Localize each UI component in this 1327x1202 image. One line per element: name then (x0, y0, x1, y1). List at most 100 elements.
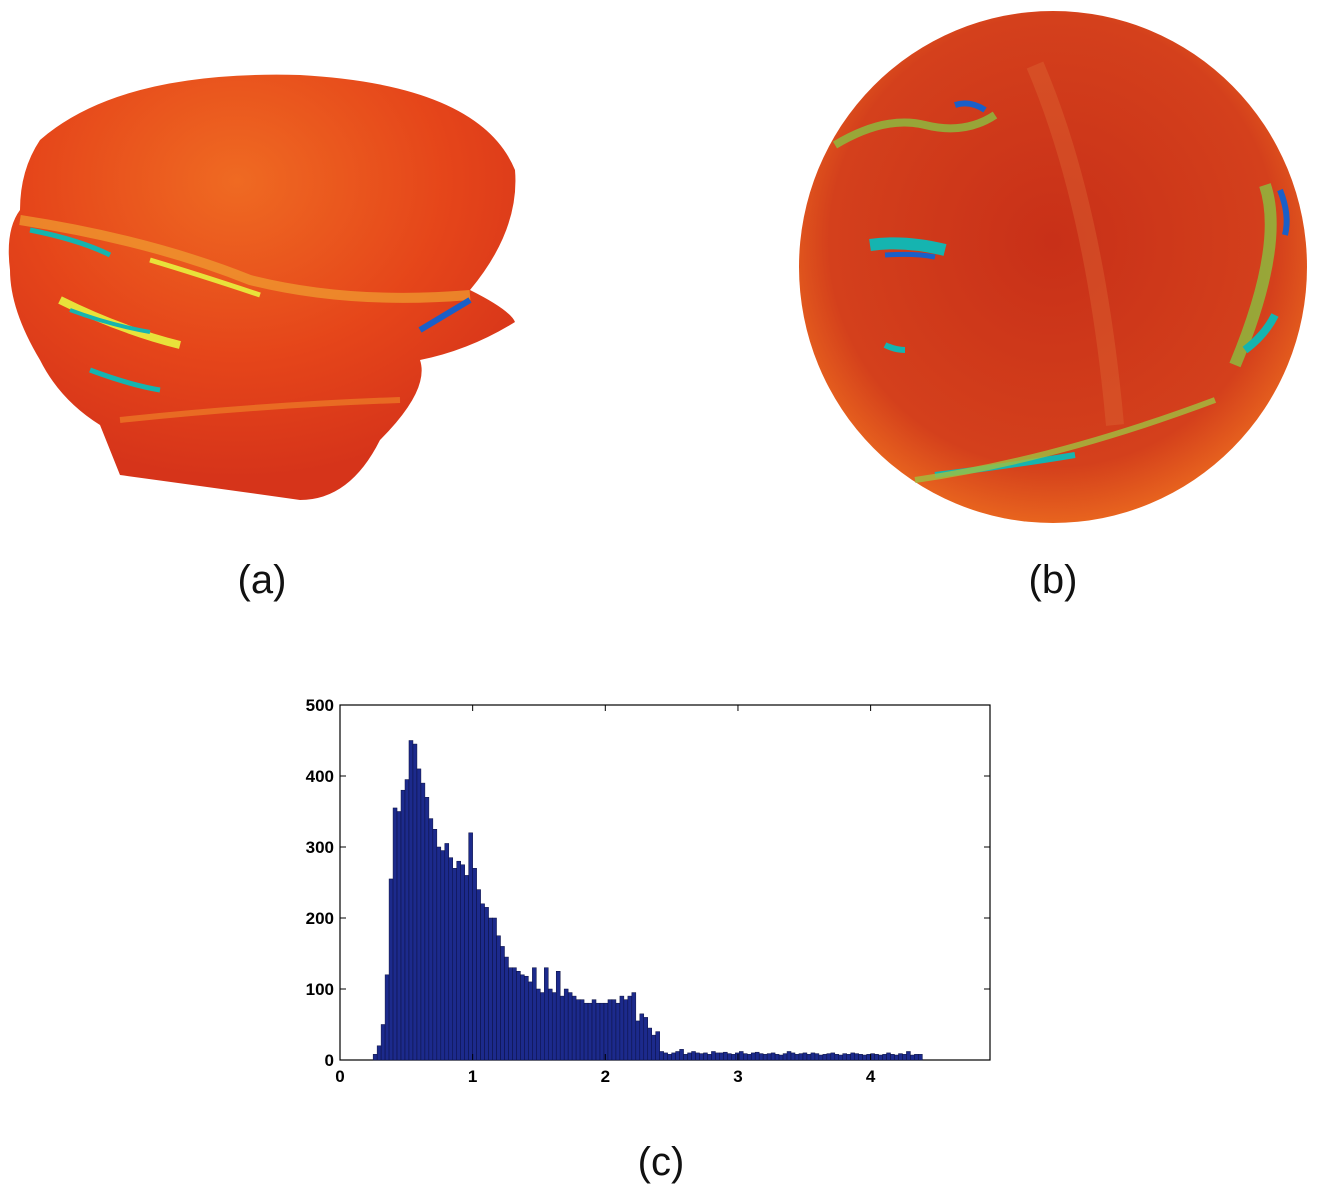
histogram-bar (810, 1052, 816, 1061)
histogram-bar (766, 1053, 772, 1061)
x-tick-label: 4 (866, 1067, 876, 1086)
caption-b: (b) (1028, 558, 1078, 602)
histogram-bar (575, 999, 581, 1061)
histogram-bar (830, 1052, 836, 1061)
histogram-bar (758, 1053, 764, 1061)
histogram-bar (528, 981, 533, 1061)
histogram-bar (778, 1054, 784, 1061)
tick-marks: 0 1 2 3 4 0 100 200 300 400 500 (306, 696, 990, 1086)
histogram-bar (854, 1053, 859, 1061)
histogram-chart: 0 1 2 3 4 0 100 200 300 400 500 (306, 696, 991, 1086)
histogram-bar (436, 846, 442, 1061)
histogram-bar (754, 1051, 760, 1061)
histogram-bar (806, 1054, 812, 1061)
histogram-bar (392, 807, 398, 1061)
histogram-bar (659, 1051, 664, 1061)
histogram-bar (651, 1034, 656, 1061)
histogram-bar (548, 988, 553, 1061)
histogram-bar (472, 868, 477, 1061)
histogram-bar (372, 1054, 378, 1061)
histogram-bar (850, 1052, 855, 1061)
histogram-bar (743, 1053, 748, 1061)
histogram-bar (420, 782, 426, 1061)
surface-render-a (8, 74, 516, 501)
histogram-bar (699, 1053, 704, 1061)
histogram-bar (770, 1052, 776, 1061)
histogram-bar (563, 988, 569, 1061)
histogram-bar (731, 1054, 736, 1061)
y-tick-label: 500 (306, 696, 334, 715)
histogram-bar (906, 1051, 911, 1061)
histogram-bar (412, 743, 418, 1061)
histogram-bar (468, 832, 473, 1061)
histogram-bar (846, 1054, 851, 1061)
histogram-bar (683, 1054, 688, 1061)
histogram-bar (890, 1054, 895, 1061)
histogram-bar (384, 974, 390, 1061)
histogram-bar (746, 1054, 752, 1061)
sphere-surface (799, 11, 1307, 523)
sphere-render-b (799, 11, 1307, 523)
histogram-bar (635, 1020, 641, 1061)
histogram-bar (914, 1054, 919, 1061)
histogram-bar (551, 992, 557, 1061)
histogram-bar (802, 1052, 808, 1061)
histogram-bar (842, 1053, 847, 1061)
histogram-bar (715, 1052, 720, 1061)
histogram-bar (874, 1054, 879, 1061)
histogram-bar (739, 1051, 744, 1061)
caption-c: (c) (637, 1140, 685, 1184)
histogram-bar (452, 868, 457, 1061)
histogram-bar (583, 1002, 589, 1061)
histogram-bar (428, 818, 434, 1061)
histogram-bar (599, 1002, 605, 1061)
histogram-bar (631, 992, 637, 1061)
histogram-bar (866, 1054, 871, 1061)
histogram-bar (910, 1054, 915, 1061)
histogram-bar (695, 1052, 700, 1061)
histogram-bars (372, 740, 923, 1061)
histogram-bar (476, 889, 481, 1061)
histogram-bar (532, 967, 537, 1061)
histogram-bar (520, 974, 525, 1061)
histogram-bar (687, 1052, 692, 1061)
histogram-bar (762, 1054, 768, 1061)
histogram-bar (444, 843, 450, 1061)
histogram-bar (619, 995, 625, 1061)
histogram-bar (703, 1052, 708, 1061)
histogram-bar (878, 1054, 883, 1061)
histogram-bar (691, 1051, 696, 1061)
histogram-bar (400, 789, 406, 1061)
histogram-bar (727, 1053, 732, 1061)
histogram-bar (655, 1031, 660, 1061)
histogram-bar (555, 971, 561, 1061)
histogram-bar (376, 1045, 382, 1061)
histogram-bar (540, 992, 545, 1061)
histogram-bar (516, 971, 521, 1061)
histogram-bar (898, 1053, 903, 1061)
histogram-bar (607, 999, 613, 1061)
histogram-bar (488, 917, 493, 1061)
x-tick-label: 3 (733, 1067, 742, 1086)
histogram-bar (643, 1017, 649, 1061)
histogram-bar (627, 995, 633, 1061)
histogram-bar (858, 1054, 863, 1061)
histogram-bar (440, 850, 446, 1061)
histogram-bar (424, 797, 430, 1061)
histogram-bar (834, 1054, 840, 1061)
histogram-bar (826, 1053, 832, 1061)
histogram-bar (671, 1052, 676, 1061)
histogram-bar (822, 1054, 828, 1061)
histogram-bar (579, 999, 585, 1061)
histogram-bar (416, 768, 422, 1061)
histogram-bar (492, 917, 497, 1061)
histogram-bar (456, 860, 461, 1061)
histogram-bar (870, 1053, 875, 1061)
histogram-bar (679, 1049, 684, 1061)
histogram-bar (786, 1051, 792, 1061)
histogram-bar (571, 995, 577, 1061)
y-tick-label: 400 (306, 767, 334, 786)
histogram-bar (639, 1013, 645, 1061)
histogram-bar (524, 975, 529, 1061)
histogram-bar (448, 857, 454, 1061)
